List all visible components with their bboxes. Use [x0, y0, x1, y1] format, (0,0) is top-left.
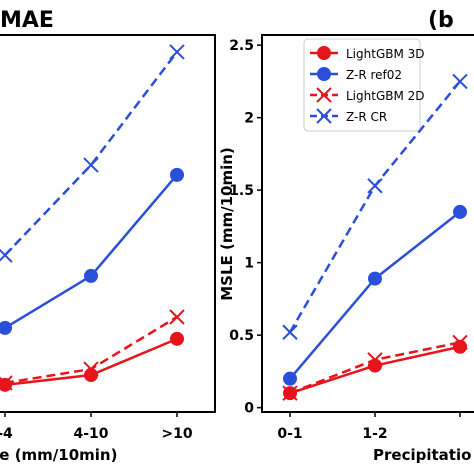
y-tick-label: 0 — [244, 401, 254, 417]
legend-box — [303, 38, 421, 132]
legend-label: LightGBM 3D — [346, 47, 425, 61]
chart-title: MAE — [0, 8, 54, 33]
x-tick-label: 1-2 — [362, 426, 387, 442]
marker — [83, 157, 99, 173]
legend-label: LightGBM 2D — [346, 89, 425, 103]
marker — [367, 352, 383, 368]
marker — [282, 385, 298, 401]
legend-marker — [317, 67, 331, 81]
series-line — [4, 51, 178, 257]
marker — [367, 178, 383, 194]
marker — [452, 334, 468, 351]
y-tick-label: 1.5 — [229, 183, 254, 199]
marker — [83, 361, 99, 377]
x-tick-label: 0-1 — [277, 426, 302, 442]
marker — [283, 371, 297, 386]
y-tick-label: 1 — [244, 256, 254, 272]
marker — [170, 331, 184, 346]
marker — [169, 44, 185, 60]
marker — [0, 375, 13, 391]
x-axis-label: ate (mm/10min) — [0, 446, 117, 464]
series-line — [4, 174, 178, 329]
chart-title: (b — [428, 8, 454, 33]
plot-frame — [0, 34, 216, 413]
x-axis-label: Precipitatio — [373, 446, 471, 464]
legend-marker — [316, 108, 332, 124]
marker — [282, 324, 298, 340]
marker — [170, 167, 184, 182]
marker — [0, 320, 12, 335]
legend-marker — [317, 46, 331, 60]
marker — [453, 204, 467, 219]
x-tick-label: 4-10 — [73, 426, 108, 442]
y-axis-label: MSLE (mm/10min) — [218, 147, 236, 301]
marker — [0, 247, 13, 263]
y-tick-label: 0.5 — [229, 328, 254, 344]
plot-frame — [261, 34, 474, 413]
legend-label: Z-R ref02 — [346, 68, 402, 82]
legend-marker — [316, 87, 332, 103]
legend-label: Z-R CR — [346, 110, 387, 124]
x-tick-label: -4 — [0, 426, 13, 442]
marker — [452, 73, 468, 90]
y-tick-label: 2.5 — [229, 38, 254, 54]
marker — [84, 268, 98, 283]
y-tick-label: 2 — [244, 111, 254, 127]
marker — [368, 271, 382, 286]
marker — [169, 309, 185, 325]
x-tick-label: >10 — [161, 426, 192, 442]
